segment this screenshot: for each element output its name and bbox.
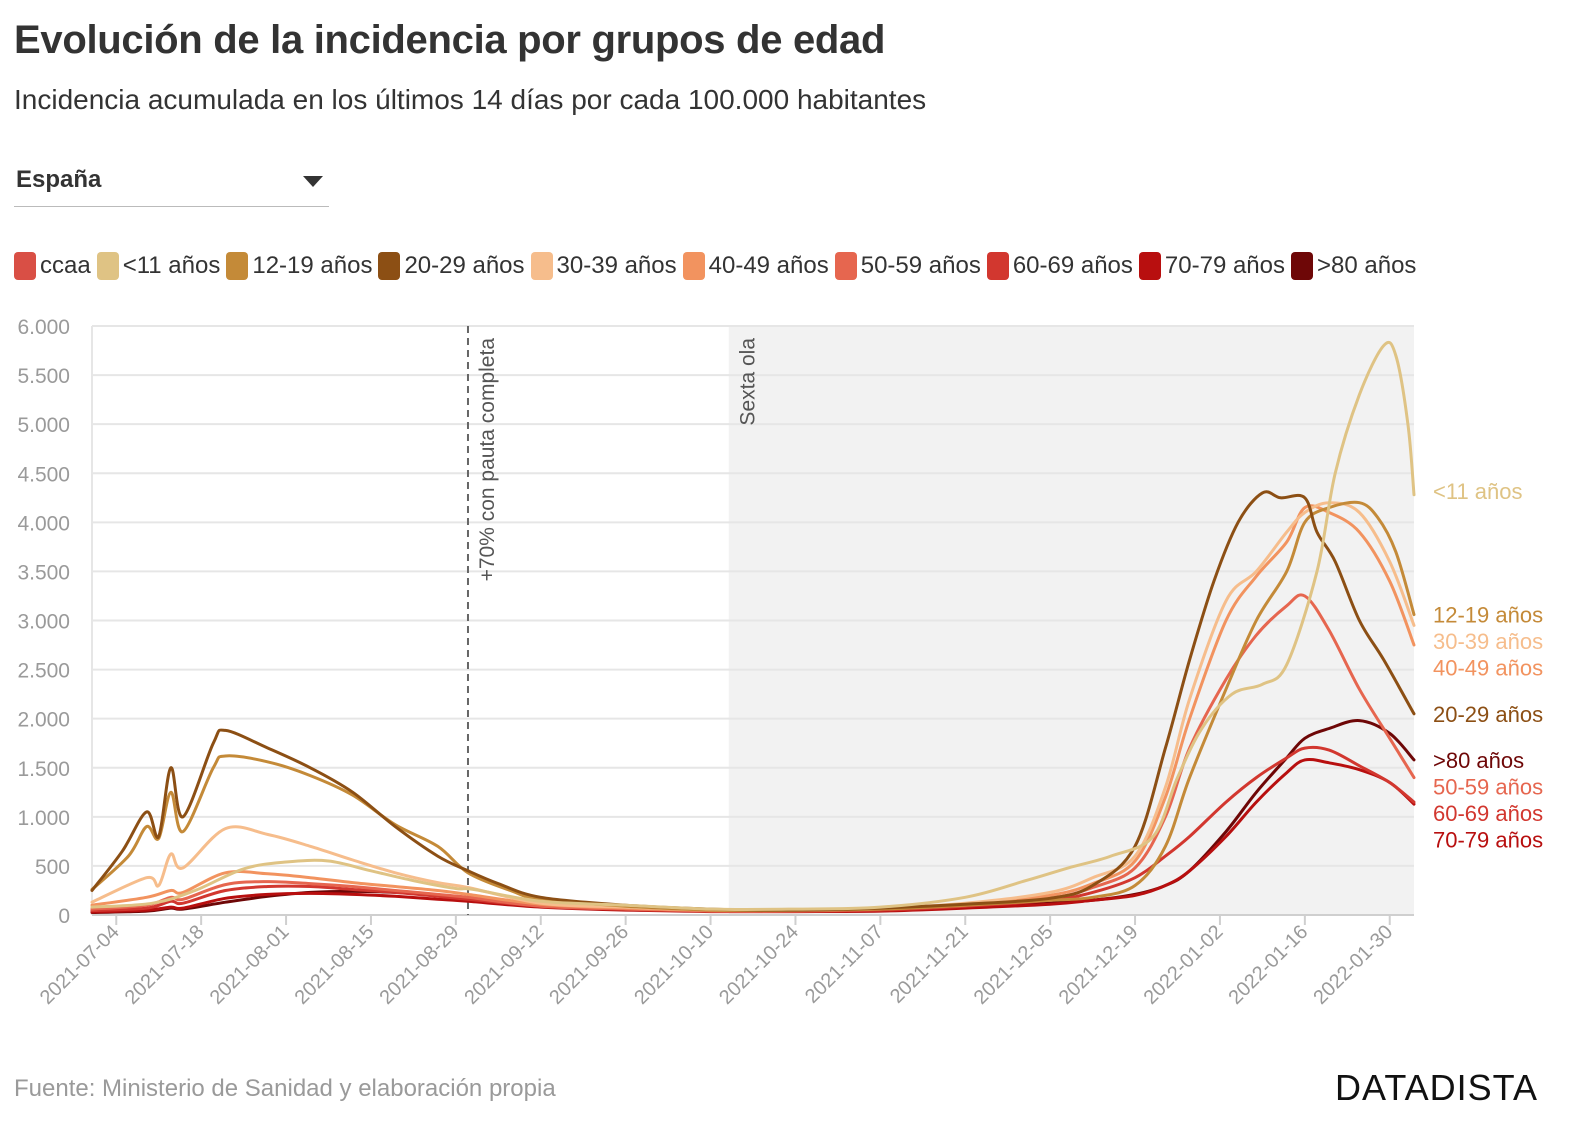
legend-item-a40_49[interactable]: 40-49 años xyxy=(682,252,835,280)
y-tick-label: 5.000 xyxy=(17,414,70,437)
y-tick-label: 1.000 xyxy=(17,807,70,830)
end-label-a40_49: 40-49 años xyxy=(1433,656,1543,681)
region-select-value: España xyxy=(16,166,102,193)
legend-label: 12-19 años xyxy=(252,252,373,279)
legend-swatch xyxy=(1138,252,1161,280)
legend-label: 50-59 años xyxy=(860,252,981,279)
y-tick-label: 6.000 xyxy=(17,316,70,339)
y-tick-label: 4.500 xyxy=(17,463,70,486)
x-tick-label: 2021-08-15 xyxy=(291,921,379,1009)
legend-item-ccaa[interactable]: ccaa xyxy=(14,252,97,280)
x-tick-label: 2022-01-16 xyxy=(1224,921,1312,1009)
end-label-a12_19: 12-19 años xyxy=(1433,603,1543,628)
end-label-a60_69: 60-69 años xyxy=(1433,801,1543,826)
x-tick-label: 2021-11-07 xyxy=(801,921,888,1008)
end-label-a70_79: 70-79 años xyxy=(1433,827,1543,852)
chevron-down-icon[interactable] xyxy=(303,176,323,187)
y-tick-label: 0 xyxy=(58,905,70,928)
x-tick-label: 2021-10-10 xyxy=(630,921,718,1009)
x-tick-label: 2021-12-19 xyxy=(1055,921,1143,1009)
series-line-lt11 xyxy=(90,340,1416,911)
legend-item-a30_39[interactable]: 30-39 años xyxy=(530,252,683,280)
legend-swatch xyxy=(96,252,119,280)
incidence-line-chart: 0 500 1.000 1.500 2.000 2.500 3.000 3.500 4.000 4… xyxy=(17,316,1543,1009)
x-tick-label: 2021-09-12 xyxy=(460,921,548,1009)
x-tick-label: 2022-01-30 xyxy=(1309,921,1397,1009)
end-label-a30_39: 30-39 años xyxy=(1433,629,1543,654)
chart-legend: ccaa <11 años 12-19 años 20-29 años 30-39 añ… xyxy=(14,252,1422,282)
sexta-ola-label: Sexta ola xyxy=(737,338,760,426)
legend-swatch xyxy=(682,252,705,280)
legend-swatch xyxy=(530,252,553,280)
legend-swatch xyxy=(834,252,857,280)
end-label-gt80: >80 años xyxy=(1433,748,1524,773)
legend-swatch xyxy=(226,252,249,280)
legend-label: <11 años xyxy=(122,252,221,279)
legend-item-a70_79[interactable]: 70-79 años xyxy=(1138,252,1291,280)
region-select[interactable]: España xyxy=(14,158,329,207)
y-tick-label: 2.500 xyxy=(17,660,70,683)
legend-label: 30-39 años xyxy=(556,252,677,279)
y-tick-label: 5.500 xyxy=(17,365,70,388)
chart-title: Evolución de la incidencia por grupos de… xyxy=(14,18,886,62)
legend-item-a50_59[interactable]: 50-59 años xyxy=(834,252,987,280)
y-tick-label: 2.000 xyxy=(17,709,70,732)
chart-subtitle: Incidencia acumulada en los últimos 14 d… xyxy=(14,84,927,115)
x-tick-label: 2022-01-02 xyxy=(1140,921,1228,1009)
y-tick-label: 3.500 xyxy=(17,561,70,584)
y-tick-label: 1.500 xyxy=(17,758,70,781)
legend-label: >80 años xyxy=(1317,252,1417,279)
x-tick-label: 2021-08-01 xyxy=(206,921,294,1009)
legend-label: ccaa xyxy=(40,252,91,279)
y-tick-label: 4.000 xyxy=(17,512,70,535)
x-tick-label: 2021-12-05 xyxy=(970,921,1058,1009)
x-tick-label: 2021-07-04 xyxy=(36,921,124,1009)
legend-swatch xyxy=(14,252,36,280)
legend-label: 40-49 años xyxy=(708,252,829,279)
end-label-lt11: <11 años xyxy=(1433,479,1523,504)
x-tick-label: 2021-11-21 xyxy=(886,921,973,1008)
source-note: Fuente: Ministerio de Sanidad y elaborac… xyxy=(14,1075,556,1102)
legend-item-a20_29[interactable]: 20-29 años xyxy=(378,252,530,280)
datadista-logo: DATADISTA xyxy=(1334,1067,1538,1108)
y-tick-label: 500 xyxy=(35,856,70,879)
vaccination-label: +70% con pauta completa xyxy=(476,338,499,582)
legend-swatch xyxy=(378,252,401,280)
x-tick-label: 2021-10-24 xyxy=(715,921,803,1009)
legend-swatch xyxy=(986,252,1009,280)
x-tick-label: 2021-08-29 xyxy=(375,921,463,1009)
legend-swatch xyxy=(1291,252,1313,280)
legend-item-gt80[interactable]: >80 años xyxy=(1291,252,1422,280)
legend-item-a12_19[interactable]: 12-19 años xyxy=(226,252,378,280)
y-tick-label: 3.000 xyxy=(17,611,70,634)
legend-item-a60_69[interactable]: 60-69 años xyxy=(986,252,1139,280)
x-tick-label: 2021-07-18 xyxy=(121,921,209,1009)
legend-item-lt11[interactable]: <11 años xyxy=(96,252,227,280)
legend-label: 60-69 años xyxy=(1012,252,1133,279)
end-label-a50_59: 50-59 años xyxy=(1433,774,1543,799)
end-label-a20_29: 20-29 años xyxy=(1433,702,1543,727)
x-tick-label: 2021-09-26 xyxy=(545,921,633,1009)
legend-label: 70-79 años xyxy=(1164,252,1285,279)
legend-label: 20-29 años xyxy=(404,252,525,279)
